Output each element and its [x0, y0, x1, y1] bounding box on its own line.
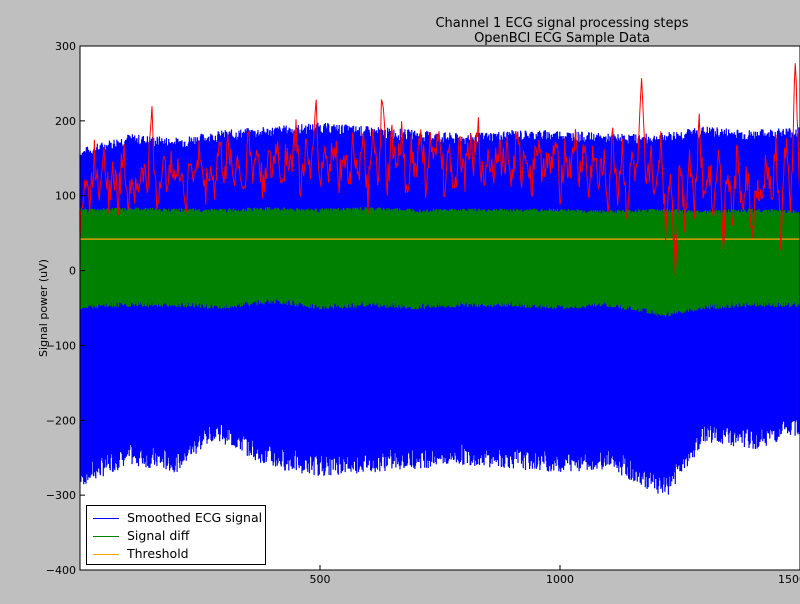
y-tick-label: 200 — [55, 115, 76, 128]
series-signal-diff — [79, 207, 800, 317]
y-tick-label: 100 — [55, 190, 76, 203]
legend-label-signal-diff: Signal diff — [127, 528, 190, 543]
legend-swatch-signal-diff — [93, 536, 119, 537]
y-tick-label: −100 — [46, 339, 76, 352]
legend-label-smoothed-ecg: Smoothed ECG signal — [127, 510, 263, 525]
y-tick-label: −200 — [46, 414, 76, 427]
axes-layer: −400 −300 −200 −100 0 100 200 300 500 1000 1500 — [46, 40, 800, 586]
y-tick-label: 0 — [69, 265, 76, 278]
legend-swatch-smoothed-ecg — [93, 518, 119, 519]
series-red-line — [79, 63, 800, 276]
plot-frame — [79, 45, 800, 571]
y-tick-label: −300 — [46, 489, 76, 502]
chart-legend: Smoothed ECG signal Signal diff Threshol… — [86, 505, 266, 565]
x-tick-label: 500 — [310, 573, 331, 586]
y-tick-label: 300 — [55, 40, 76, 53]
legend-label-threshold: Threshold — [127, 546, 189, 561]
signal-line-layer — [79, 63, 800, 276]
legend-swatch-threshold — [93, 554, 119, 555]
x-tick-label: 1500 — [778, 573, 800, 586]
x-tick-label: 1000 — [546, 573, 574, 586]
y-tick-label: −400 — [46, 564, 76, 577]
chart-subtitle: OpenBCI ECG Sample Data — [474, 31, 650, 46]
chart-title: Channel 1 ECG signal processing steps — [435, 16, 689, 31]
y-axis-label: Signal power (uV) — [37, 259, 50, 357]
